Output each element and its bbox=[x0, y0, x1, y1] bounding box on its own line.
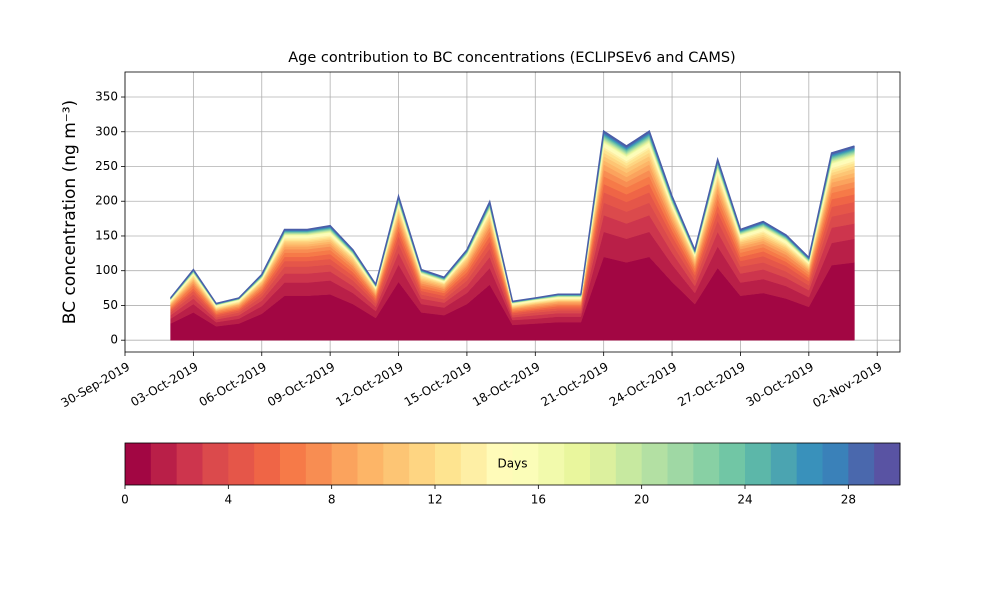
x-tick-label: 27-Oct-2019 bbox=[675, 360, 747, 410]
colorbar-tick-label: 28 bbox=[841, 493, 856, 507]
colorbar-swatch bbox=[770, 443, 798, 485]
colorbar-swatch bbox=[280, 443, 307, 485]
x-tick-label: 06-Oct-2019 bbox=[197, 360, 269, 410]
colorbar-swatch bbox=[822, 443, 849, 485]
x-tick-label: 09-Oct-2019 bbox=[265, 360, 337, 410]
colorbar-tick-label: 4 bbox=[225, 493, 233, 507]
colorbar-swatch bbox=[874, 443, 901, 485]
colorbar-swatch bbox=[590, 443, 617, 485]
colorbar-tick-label: 0 bbox=[121, 493, 129, 507]
colorbar-swatch bbox=[305, 443, 333, 485]
colorbar-tick-label: 16 bbox=[531, 493, 546, 507]
areas bbox=[170, 129, 855, 341]
colorbar-swatch bbox=[228, 443, 255, 485]
y-tick-label: 200 bbox=[95, 194, 118, 208]
colorbar-swatch bbox=[538, 443, 565, 485]
y-tick-label: 350 bbox=[95, 90, 118, 104]
colorbar-tick-label: 24 bbox=[737, 493, 752, 507]
colorbar-swatch bbox=[745, 443, 772, 485]
colorbar-swatch bbox=[150, 443, 178, 485]
colorbar-label: Days bbox=[498, 457, 528, 471]
colorbar-tick-label: 12 bbox=[427, 493, 442, 507]
x-tick-label: 21-Oct-2019 bbox=[538, 360, 610, 410]
colorbar-swatch bbox=[409, 443, 436, 485]
chart-title: Age contribution to BC concentrations (E… bbox=[288, 50, 735, 66]
colorbar-swatch bbox=[357, 443, 384, 485]
colorbar-swatch bbox=[693, 443, 720, 485]
colorbar-swatch bbox=[486, 443, 513, 485]
colorbar-frame bbox=[124, 442, 901, 486]
x-tick-label: 30-Sep-2019 bbox=[58, 360, 132, 411]
x-tick-label: 24-Oct-2019 bbox=[607, 360, 679, 410]
x-tick-label: 12-Oct-2019 bbox=[333, 360, 405, 410]
colorbar: Days 0 4 8 12 16 20 24 28 bbox=[121, 442, 901, 507]
x-tick-label: 30-Oct-2019 bbox=[744, 360, 816, 410]
colorbar-tick-label: 8 bbox=[328, 493, 336, 507]
x-tick-label: 03-Oct-2019 bbox=[128, 360, 200, 410]
x-tick-label: 15-Oct-2019 bbox=[402, 360, 474, 410]
colorbar-swatch bbox=[719, 443, 746, 485]
colorbar-swatch bbox=[176, 443, 203, 485]
colorbar-swatch bbox=[460, 443, 488, 485]
colorbar-swatch bbox=[564, 443, 591, 485]
plot-frame bbox=[124, 71, 901, 353]
colorbar-swatch bbox=[796, 443, 823, 485]
colorbar-swatch bbox=[254, 443, 281, 485]
colorbar-swatch bbox=[202, 443, 229, 485]
colorbar-swatch bbox=[125, 443, 152, 485]
y-tick-label: 250 bbox=[95, 159, 118, 173]
y-tick-label: 0 bbox=[110, 333, 118, 347]
y-tick-label: 150 bbox=[95, 228, 118, 242]
colorbar-swatch bbox=[615, 443, 643, 485]
y-tick-label: 50 bbox=[103, 298, 118, 312]
colorbar-swatch bbox=[435, 443, 462, 485]
colorbar-swatch bbox=[512, 443, 539, 485]
y-tick-label: 300 bbox=[95, 124, 118, 138]
x-tick-label: 18-Oct-2019 bbox=[470, 360, 542, 410]
top-outline bbox=[170, 129, 855, 305]
x-tick-label: 02-Nov-2019 bbox=[810, 360, 884, 411]
colorbar-tick-label: 20 bbox=[634, 493, 649, 507]
colorbar-swatch bbox=[848, 443, 875, 485]
colorbar-swatch bbox=[641, 443, 668, 485]
colorbar-swatch bbox=[331, 443, 358, 485]
colorbar-swatch bbox=[383, 443, 410, 485]
colorbar-swatch bbox=[667, 443, 694, 485]
y-tick-label: 100 bbox=[95, 263, 118, 277]
y-axis-label: BC concentration (ng m⁻³) bbox=[60, 100, 80, 324]
